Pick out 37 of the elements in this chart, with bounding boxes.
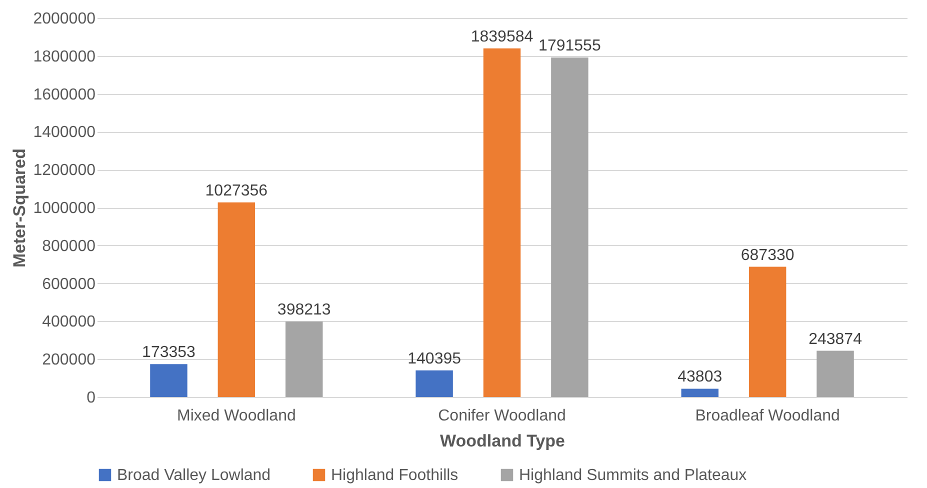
data-label: 243874 [808,330,862,348]
data-label: 43803 [678,368,722,386]
legend-label: Highland Foothills [331,467,458,484]
bar [286,322,323,397]
bar [150,364,188,397]
y-tick-label: 200000 [42,352,96,369]
y-tick-label: 1200000 [33,162,96,180]
data-label: 1839584 [470,28,534,46]
y-tick-label: 800000 [42,238,96,255]
bar [483,48,521,397]
y-tick-label: 1600000 [33,86,96,104]
bar [551,58,588,397]
data-label: 398213 [277,302,331,319]
legend-label: Broad Valley Lowland [117,467,271,484]
y-tick-label: 2000000 [33,10,96,28]
bar [681,388,718,397]
y-tick-label: 1400000 [33,124,96,142]
bar [416,370,453,397]
y-tick-label: 600000 [42,276,96,293]
x-tick-label: Mixed Woodland [176,408,296,424]
y-axis-title: Meter-Squared [10,148,30,268]
bar [816,350,854,397]
bar [748,266,786,397]
data-label: 687330 [740,246,794,264]
bar [218,202,256,397]
data-label: 173353 [142,344,196,362]
data-label: 1791555 [538,38,601,54]
x-tick-label: Broadleaf Woodland [695,408,840,424]
y-tick-label: 1000000 [33,200,96,217]
data-label: 1027356 [205,182,268,200]
y-tick-label: 1800000 [33,48,96,66]
data-label: 140395 [408,350,462,368]
legend-label: Highland Summits and Plateaux [519,467,747,484]
y-tick-label: 0 [86,390,96,406]
x-axis-title: Woodland Type [440,432,565,450]
y-tick-label: 400000 [42,314,96,331]
x-tick-label: Conifer Woodland [438,408,566,424]
